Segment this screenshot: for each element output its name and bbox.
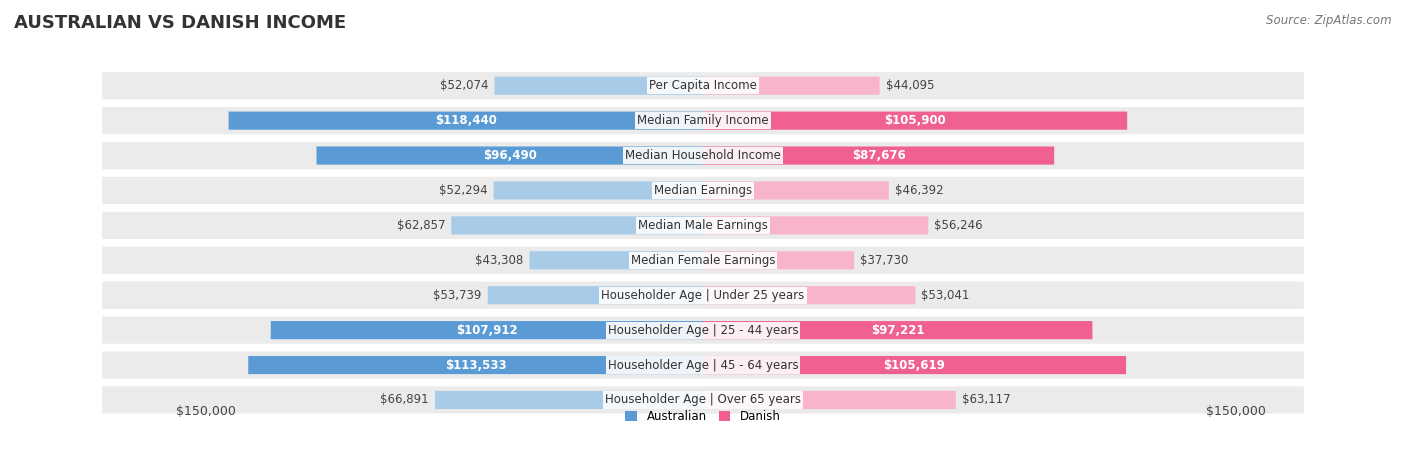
Text: $150,000: $150,000 [176,405,236,418]
Text: $52,074: $52,074 [440,79,488,92]
Text: $53,739: $53,739 [433,289,482,302]
Text: $53,041: $53,041 [921,289,970,302]
Text: $113,533: $113,533 [444,359,506,372]
FancyBboxPatch shape [434,391,703,409]
FancyBboxPatch shape [316,147,703,165]
FancyBboxPatch shape [703,77,880,95]
FancyBboxPatch shape [103,212,1303,239]
Text: Householder Age | 45 - 64 years: Householder Age | 45 - 64 years [607,359,799,372]
FancyBboxPatch shape [703,356,1126,374]
Text: $56,246: $56,246 [935,219,983,232]
Text: $44,095: $44,095 [886,79,934,92]
FancyBboxPatch shape [103,317,1303,344]
Text: Median Family Income: Median Family Income [637,114,769,127]
Text: Median Earnings: Median Earnings [654,184,752,197]
FancyBboxPatch shape [530,251,703,269]
Text: AUSTRALIAN VS DANISH INCOME: AUSTRALIAN VS DANISH INCOME [14,14,346,32]
Text: $97,221: $97,221 [870,324,925,337]
Text: $63,117: $63,117 [962,394,1011,406]
Text: $150,000: $150,000 [1205,405,1265,418]
FancyBboxPatch shape [103,386,1303,414]
Text: Median Female Earnings: Median Female Earnings [631,254,775,267]
FancyBboxPatch shape [103,107,1303,134]
FancyBboxPatch shape [703,251,853,269]
FancyBboxPatch shape [103,247,1303,274]
Text: $96,490: $96,490 [482,149,537,162]
FancyBboxPatch shape [103,72,1303,99]
Text: $43,308: $43,308 [475,254,523,267]
FancyBboxPatch shape [229,112,703,130]
Text: $107,912: $107,912 [456,324,517,337]
Text: Per Capita Income: Per Capita Income [650,79,756,92]
Text: $118,440: $118,440 [434,114,496,127]
Legend: Australian, Danish: Australian, Danish [620,405,786,427]
Text: Householder Age | Over 65 years: Householder Age | Over 65 years [605,394,801,406]
FancyBboxPatch shape [703,147,1054,165]
Text: $66,891: $66,891 [381,394,429,406]
Text: $105,900: $105,900 [884,114,946,127]
FancyBboxPatch shape [103,282,1303,309]
Text: $62,857: $62,857 [396,219,446,232]
FancyBboxPatch shape [703,321,1092,339]
FancyBboxPatch shape [703,391,956,409]
FancyBboxPatch shape [494,181,703,199]
Text: Householder Age | 25 - 44 years: Householder Age | 25 - 44 years [607,324,799,337]
FancyBboxPatch shape [103,177,1303,204]
FancyBboxPatch shape [703,286,915,304]
Text: $46,392: $46,392 [894,184,943,197]
FancyBboxPatch shape [451,216,703,234]
FancyBboxPatch shape [103,352,1303,379]
Text: Median Household Income: Median Household Income [626,149,780,162]
Text: $105,619: $105,619 [883,359,945,372]
FancyBboxPatch shape [703,112,1128,130]
Text: $87,676: $87,676 [852,149,905,162]
Text: Source: ZipAtlas.com: Source: ZipAtlas.com [1267,14,1392,27]
Text: $52,294: $52,294 [439,184,488,197]
Text: Householder Age | Under 25 years: Householder Age | Under 25 years [602,289,804,302]
FancyBboxPatch shape [271,321,703,339]
Text: $37,730: $37,730 [860,254,908,267]
FancyBboxPatch shape [103,142,1303,169]
FancyBboxPatch shape [488,286,703,304]
Text: Median Male Earnings: Median Male Earnings [638,219,768,232]
FancyBboxPatch shape [249,356,703,374]
FancyBboxPatch shape [703,181,889,199]
FancyBboxPatch shape [703,216,928,234]
FancyBboxPatch shape [495,77,703,95]
